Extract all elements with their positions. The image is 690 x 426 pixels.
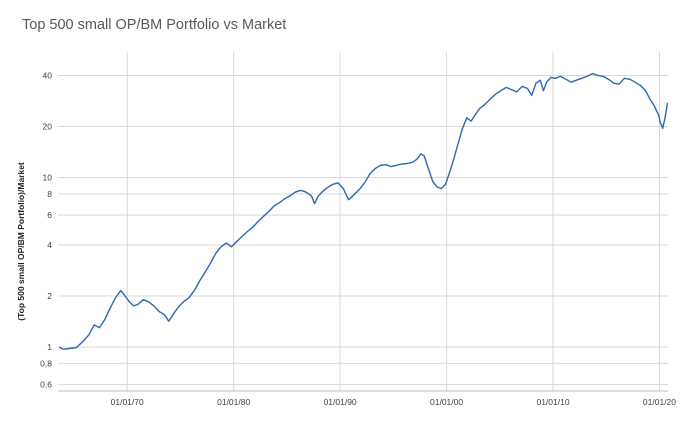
series-line	[58, 72, 669, 350]
x-tick-labels: 01/01/70 01/01/80 01/01/90 01/01/00 01/01/10…	[111, 397, 677, 407]
x-tick-label: 01/01/00	[430, 397, 463, 407]
y-axis-title: (Top 500 small OP/BM Portfolio)/Market	[16, 162, 26, 321]
x-tick-label: 01/01/90	[324, 397, 357, 407]
y-tick-label: 1	[47, 342, 52, 352]
chart-title: Top 500 small OP/BM Portfolio vs Market	[22, 17, 287, 33]
y-tick-label: 40	[43, 70, 53, 80]
y-tick-label: 8	[47, 189, 52, 199]
y-tick-label: 0,8	[40, 358, 52, 368]
y-tick-label: 4	[47, 240, 52, 250]
y-tick-label: 6	[47, 210, 52, 220]
gridlines	[58, 52, 668, 392]
y-tick-label: 20	[43, 121, 53, 131]
y-tick-labels: 0,6 0,8 1 2 4 6 8 10 20 40	[40, 70, 52, 389]
x-tick-label: 01/01/80	[217, 397, 250, 407]
x-tick-label: 01/01/20	[643, 397, 676, 407]
y-tick-label: 10	[43, 172, 53, 182]
x-tick-label: 01/01/70	[111, 397, 144, 407]
x-tick-label: 01/01/10	[536, 397, 569, 407]
y-tick-label: 0,6	[40, 380, 52, 390]
y-tick-label: 2	[47, 291, 52, 301]
